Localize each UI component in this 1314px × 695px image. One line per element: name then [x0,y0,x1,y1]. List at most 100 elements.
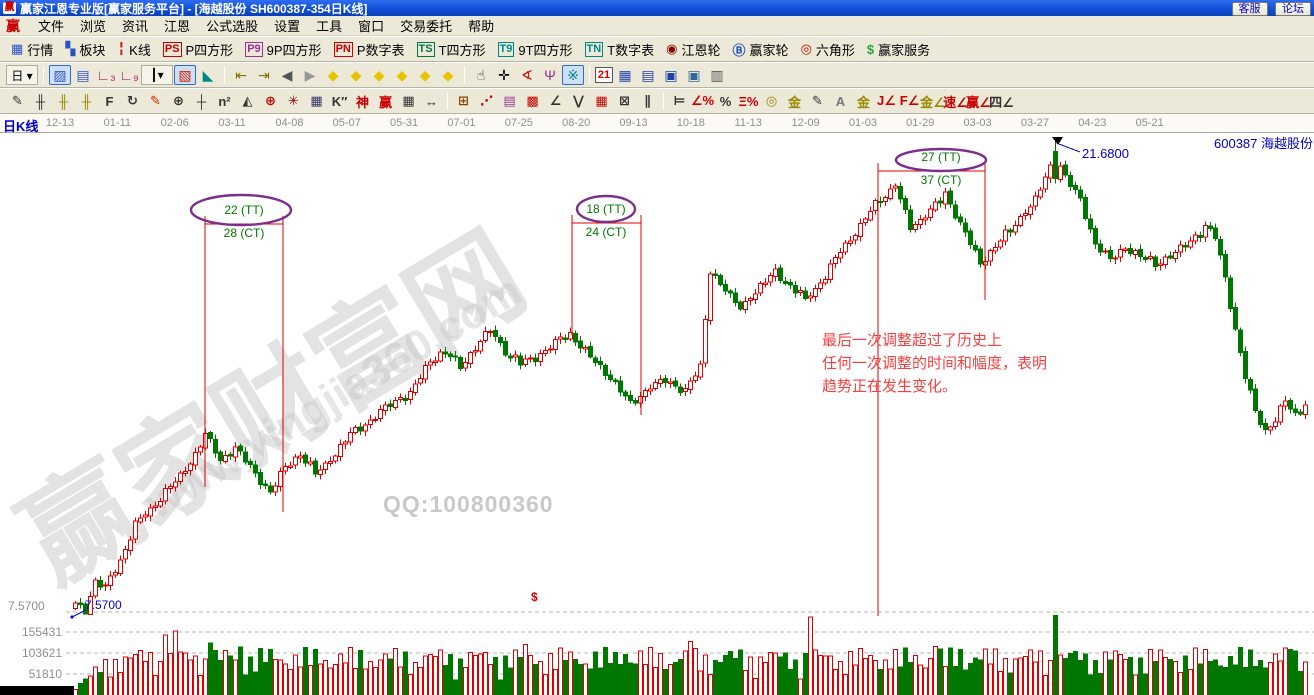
draw-tool-button[interactable]: F∠ [899,93,920,108]
draw-tool-button[interactable]: 四∠ [989,94,1014,110]
tool-button[interactable]: ▨ [49,65,71,85]
menu-item[interactable]: 工具 [316,18,343,34]
tool-button[interactable]: ▶ [304,66,316,83]
menu-item[interactable]: 浏览 [80,18,107,34]
toolbar-button[interactable]: ◉ 江恩轮 [661,40,725,59]
menu-item[interactable]: 资讯 [122,18,149,34]
draw-tool-button[interactable]: ▦ [595,93,608,108]
tool-button[interactable]: ◆ [350,66,362,83]
tool-button[interactable]: ⇤ [235,66,247,83]
toolbar-button[interactable]: T9 9T四方形 [493,40,578,59]
draw-tool-button[interactable]: ✎ [812,93,823,108]
draw-tool-button[interactable]: ⊠ [619,93,630,108]
draw-tool-button[interactable]: ✎ [12,93,23,108]
tool-button[interactable]: ☝ [476,66,486,83]
tool-button[interactable]: ▣ [687,66,701,83]
tool-button[interactable]: ※ [562,65,584,85]
draw-tool-button[interactable]: ▦ [310,93,323,108]
forum-button[interactable]: 论坛 [1275,2,1311,16]
tool-button[interactable]: ∢ [521,66,533,83]
draw-tool-button[interactable]: K″ [331,93,348,109]
tool-button[interactable]: Ψ [544,67,556,83]
draw-tool-button[interactable]: ▩ [526,93,539,108]
tool-button[interactable]: ∟₃ [96,67,116,83]
draw-tool-button[interactable]: ⊕ [265,93,276,108]
toolbar-button[interactable]: PN P数字表 [329,40,410,59]
toolbar-button[interactable]: P9 9P四方形 [240,40,326,59]
tool-button[interactable]: ◣ [202,66,214,83]
toolbar-button[interactable]: TS T四方形 [412,40,491,59]
draw-tool-button[interactable]: 赢∠ [966,94,991,110]
draw-tool-button[interactable]: ⊕ [173,93,184,108]
tool-button[interactable]: ∟₉ [119,67,139,83]
draw-tool-button[interactable]: ∠% [690,93,715,108]
toolbar-button[interactable]: $ 赢家服务 [862,40,935,59]
draw-tool-button[interactable]: 神 [355,94,369,110]
draw-tool-button[interactable]: A [835,93,846,109]
tool-button[interactable]: ◆ [442,66,454,83]
draw-tool-button[interactable]: ▦ [402,93,415,108]
draw-tool-button[interactable]: n² [218,93,231,109]
draw-tool-button[interactable]: Ξ% [738,93,759,109]
menu-item[interactable]: 江恩 [164,18,191,34]
tool-button[interactable]: ▥ [710,66,724,83]
draw-tool-button[interactable]: ◭ [242,93,253,108]
draw-tool-button[interactable]: ╫ [81,93,92,109]
tool-button[interactable]: ◆ [373,66,385,83]
menu-item[interactable]: 交易委托 [400,18,453,34]
draw-tool-button[interactable]: ╫ [35,93,46,109]
menu-item[interactable]: 文件 [38,18,65,34]
menu-item[interactable]: 窗口 [358,18,385,34]
draw-tool-button[interactable]: ↻ [127,93,138,108]
tool-button[interactable]: 日 ▾ [6,65,38,85]
draw-tool-button[interactable]: % [719,93,732,109]
draw-tool-button[interactable]: ⋁ [573,93,584,108]
toolbar-button[interactable]: ◎ 六角形 [796,40,860,59]
menu-item[interactable]: 设置 [274,18,301,34]
toolbar-button[interactable]: TN T数字表 [580,40,660,59]
draw-tool-button[interactable]: ⋰ [480,93,493,108]
menu-item[interactable]: 帮助 [468,18,495,34]
draw-tool-button[interactable]: 金 [856,94,870,110]
tool-button[interactable]: ◀ [281,66,293,83]
draw-tool-button[interactable]: ✎ [150,93,161,108]
toolbar-button[interactable]: ╏ K线 [112,40,156,59]
tool-button[interactable]: ◆ [396,66,408,83]
draw-tool-button[interactable]: ⊞ [458,93,469,108]
draw-tool-button[interactable]: ∥ [644,93,651,108]
tool-button[interactable]: ▤ [641,66,655,83]
draw-tool-button[interactable]: 金∠ [920,94,945,110]
draw-tool-button[interactable]: 金 [787,94,801,110]
draw-tool-button[interactable]: J∠ [877,93,896,108]
draw-tool-button[interactable]: ┼ [196,93,207,109]
toolbar-button[interactable]: ▚ 板块 [60,40,110,59]
tool-button[interactable]: ┃▾ [141,65,173,85]
draw-tool-button[interactable]: ╫ [58,93,69,109]
draw-tool-button[interactable]: 速∠ [943,94,968,110]
drawing-toolbar: ✎ ╫ ╫ ╫ F ↻ ✎ ⊕ ┼ n² ◭ ⊕ ✳ ▦ K″ 神赢 ▦ ↔ ⊞ ⋰ ▤ ▩ ∠ ⋁ ▦ ⊠ ∥ ⊨ ∠%% Ξ% ◎ 金 ✎ A… [0,88,1314,114]
draw-tool-button[interactable]: 赢 [378,94,392,110]
draw-tool-button[interactable]: ✳ [288,93,299,108]
draw-tool-button[interactable]: F [105,93,114,109]
toolbar-button[interactable]: PS P四方形 [158,40,238,59]
tool-button[interactable]: ⇥ [258,66,270,83]
chart-region[interactable]: 赢家财富网 www.yingjia360.com 600387 海越股份 21.… [0,133,1314,695]
draw-tool-button[interactable]: ∠ [549,93,562,108]
candlestick-chart-canvas[interactable] [0,133,1314,695]
tool-button[interactable]: ◆ [327,66,339,83]
toolbar-button[interactable]: Ⓑ 赢家轮 [728,40,794,59]
tool-button[interactable]: ▦ [618,66,632,83]
customer-service-button[interactable]: 客服 [1231,2,1268,16]
toolbar-button[interactable]: ▦ 行情 [6,40,58,59]
menu-item[interactable]: 公式选股 [206,18,259,34]
tool-button[interactable]: ▧ [174,65,196,85]
draw-tool-button[interactable]: ▤ [503,93,516,108]
draw-tool-button[interactable]: ↔ [425,93,438,109]
tool-button[interactable]: 21 [595,67,613,83]
tool-button[interactable]: ✛ [498,66,510,83]
draw-tool-button[interactable]: ◎ [765,93,778,108]
tool-button[interactable]: ▣ [664,66,678,83]
draw-tool-button[interactable]: ⊨ [673,93,686,108]
tool-button[interactable]: ◆ [419,66,431,83]
tool-button[interactable]: ▤ [76,66,90,83]
